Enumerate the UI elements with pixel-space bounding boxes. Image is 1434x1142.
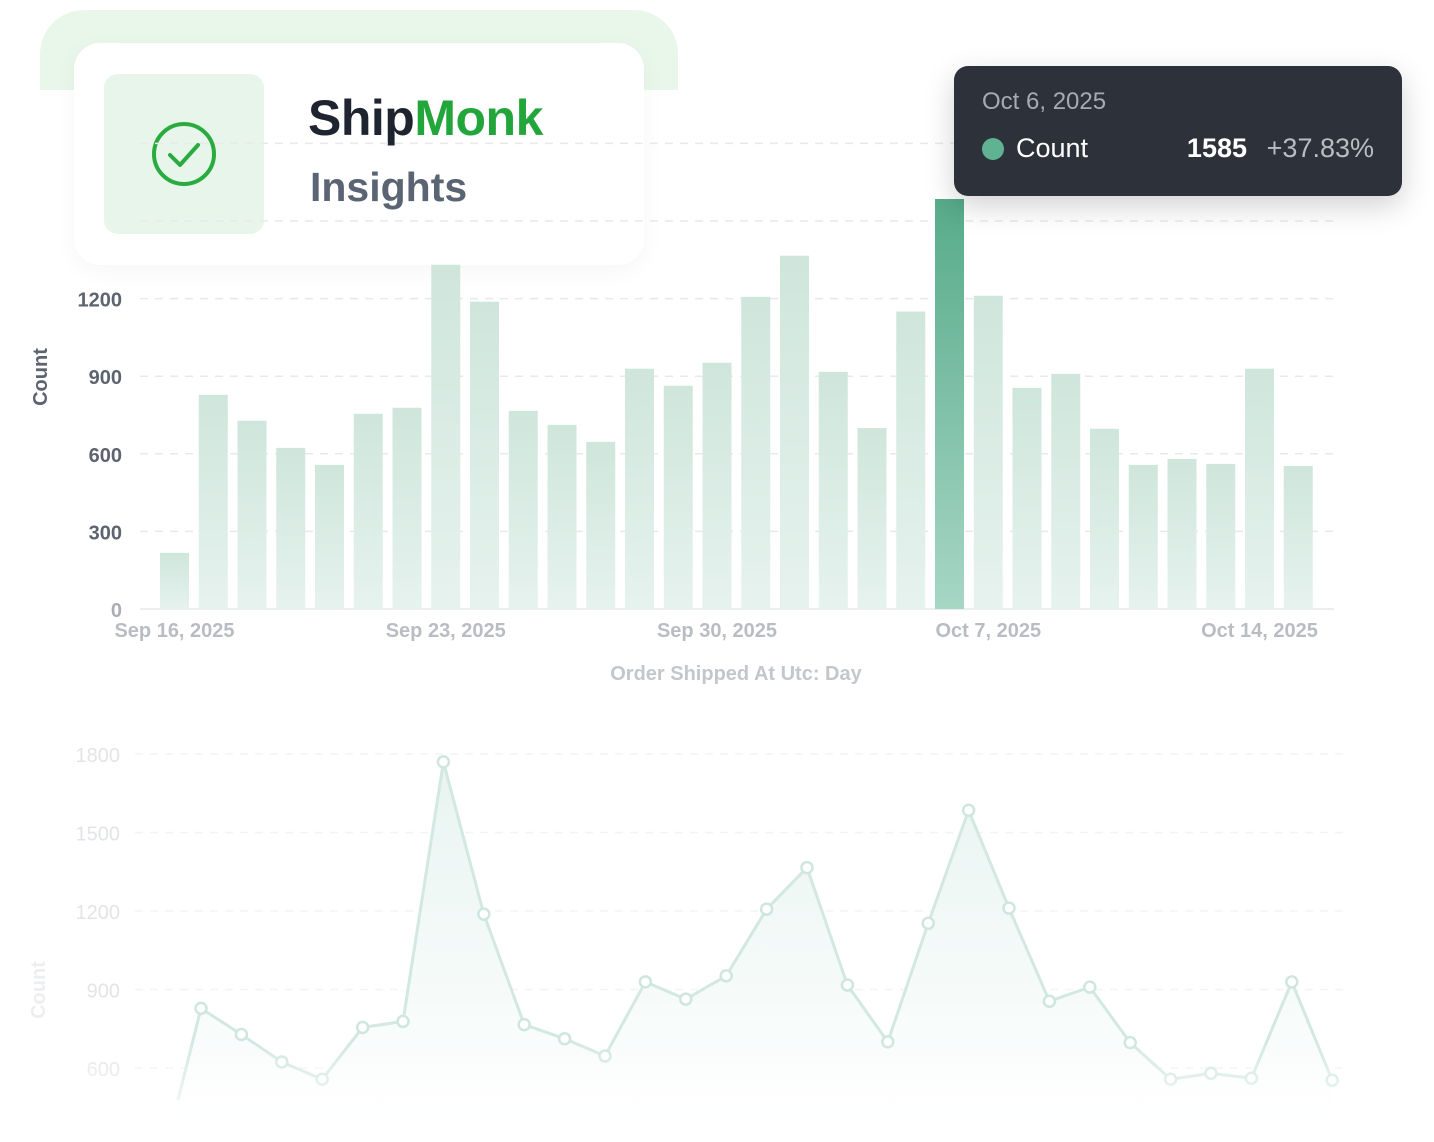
line-point[interactable] — [194, 1001, 208, 1016]
bar[interactable] — [1051, 373, 1081, 609]
bar[interactable] — [470, 301, 499, 609]
bar[interactable] — [973, 295, 1003, 609]
brand-icon-box — [104, 74, 264, 234]
bar[interactable] — [353, 413, 383, 609]
line-point[interactable] — [234, 1027, 249, 1042]
brand-card: ShipMonk Insights — [74, 43, 644, 265]
x-tick-label: Sep 16, 2025 — [114, 620, 234, 642]
line-point[interactable] — [719, 969, 733, 983]
chart-tooltip: Oct 6, 2025 Count 1585 +37.83% — [954, 66, 1402, 196]
x-tick-label: Sep 23, 2025 — [386, 620, 506, 642]
line-point[interactable] — [517, 1017, 531, 1032]
bar[interactable] — [198, 394, 228, 609]
brand-subtitle: Insights — [310, 164, 468, 210]
bar-highlighted[interactable] — [935, 199, 964, 609]
line-chart-y-axis: 600900120015001800 — [76, 745, 121, 1081]
line-point[interactable] — [1042, 994, 1057, 1009]
y-tick-label: 900 — [89, 367, 122, 389]
bar[interactable] — [702, 362, 732, 609]
bar[interactable] — [315, 464, 344, 609]
check-circle-icon — [152, 122, 216, 186]
bar[interactable] — [1090, 428, 1119, 609]
bar[interactable] — [392, 407, 422, 609]
bar[interactable] — [547, 424, 577, 609]
bar[interactable] — [276, 447, 306, 609]
bar-chart-y-axis: 0 300 600 900 1200 — [78, 290, 123, 622]
bar[interactable] — [1245, 368, 1274, 609]
y-tick-label: 300 — [89, 522, 122, 544]
y-tick-label: 1800 — [76, 745, 121, 767]
line-point[interactable] — [1083, 980, 1097, 994]
tooltip-date: Oct 6, 2025 — [982, 88, 1107, 115]
bar[interactable] — [1128, 464, 1158, 609]
y-tick-label: 1200 — [78, 290, 123, 312]
tooltip-value: 1585 — [1186, 133, 1247, 163]
y-tick-label: 1500 — [76, 824, 121, 846]
x-tick-label: Sep 30, 2025 — [657, 620, 777, 642]
line-point[interactable] — [800, 860, 814, 875]
line-chart-y-label: Count — [28, 961, 50, 1019]
bar[interactable] — [431, 264, 461, 609]
line-point[interactable] — [961, 803, 976, 818]
tooltip-series-dot — [982, 138, 1004, 160]
line-point[interactable] — [477, 907, 491, 921]
line-point[interactable] — [921, 916, 935, 931]
y-tick-label: 1200 — [76, 902, 121, 924]
line-point[interactable] — [436, 755, 451, 769]
bar[interactable] — [1206, 463, 1236, 609]
bar-chart-bars — [160, 199, 1313, 610]
bar[interactable] — [896, 311, 926, 609]
bar[interactable] — [625, 368, 654, 609]
line-point[interactable] — [396, 1014, 410, 1029]
x-tick-label: Oct 14, 2025 — [1201, 620, 1318, 642]
bar-chart-x-axis: Sep 16, 2025 Sep 23, 2025 Sep 30, 2025 Oct … — [114, 620, 1317, 642]
bar[interactable] — [741, 296, 771, 609]
y-tick-label: 900 — [87, 981, 120, 1003]
bar[interactable] — [1012, 387, 1042, 609]
brand-name-monk: Monk — [414, 90, 543, 146]
bar[interactable] — [1283, 465, 1313, 609]
line-point[interactable] — [638, 975, 653, 989]
bar-chart-x-label: Order Shipped At Utc: Day — [610, 663, 862, 685]
bar[interactable] — [818, 371, 848, 609]
tooltip-change: +37.83% — [1266, 133, 1374, 163]
line-point[interactable] — [1285, 975, 1299, 989]
bar[interactable] — [663, 385, 693, 609]
bar[interactable] — [586, 441, 616, 609]
line-point[interactable] — [759, 902, 774, 916]
bar[interactable] — [237, 420, 267, 609]
bar[interactable] — [508, 410, 538, 609]
line-point[interactable] — [840, 978, 855, 992]
bar[interactable] — [160, 552, 189, 609]
y-tick-label: 0 — [111, 600, 122, 622]
line-point[interactable] — [1002, 901, 1016, 915]
line-point[interactable] — [355, 1020, 370, 1035]
tooltip-series-label: Count — [1016, 133, 1089, 163]
y-tick-label: 600 — [89, 445, 122, 467]
bar-chart-y-label: Count — [30, 348, 52, 406]
brand-name-ship: Ship — [308, 90, 415, 146]
brand-name: ShipMonk — [308, 93, 543, 143]
bar[interactable] — [1167, 458, 1197, 609]
bar[interactable] — [780, 255, 809, 610]
bar[interactable] — [857, 427, 887, 609]
line-point[interactable] — [679, 992, 693, 1006]
x-tick-label: Oct 7, 2025 — [935, 620, 1041, 642]
